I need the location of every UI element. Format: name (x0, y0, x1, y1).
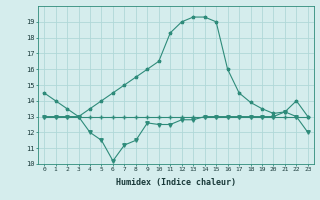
X-axis label: Humidex (Indice chaleur): Humidex (Indice chaleur) (116, 178, 236, 187)
